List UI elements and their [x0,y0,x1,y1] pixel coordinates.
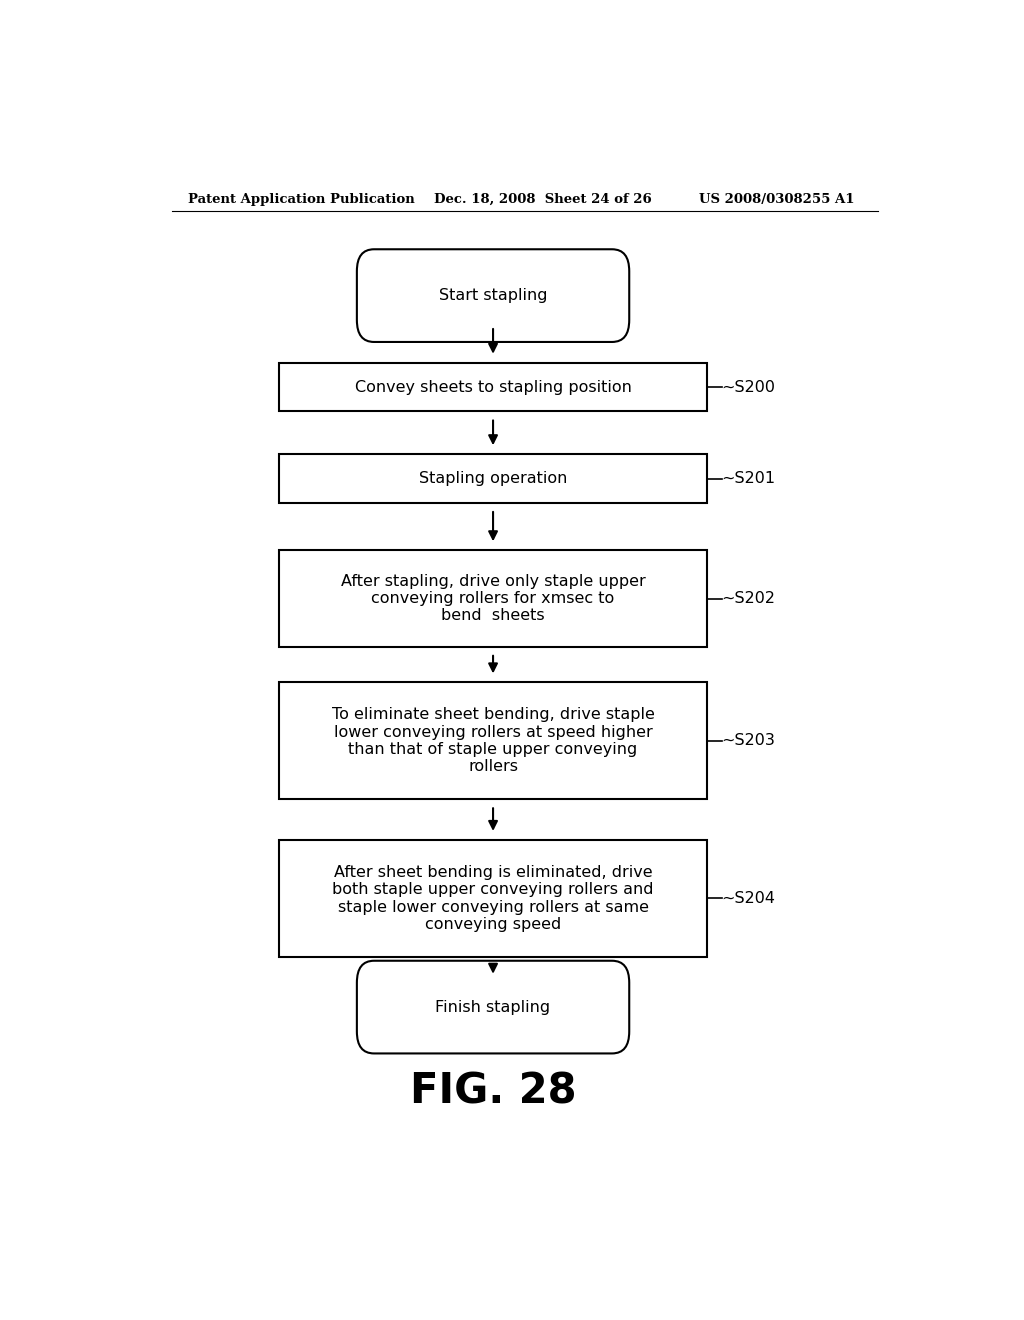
FancyBboxPatch shape [357,249,629,342]
Text: Patent Application Publication: Patent Application Publication [187,193,415,206]
Text: US 2008/0308255 A1: US 2008/0308255 A1 [699,193,855,206]
FancyBboxPatch shape [279,682,708,799]
Text: To eliminate sheet bending, drive staple
lower conveying rollers at speed higher: To eliminate sheet bending, drive staple… [332,708,654,775]
FancyBboxPatch shape [279,454,708,503]
Text: After stapling, drive only staple upper
conveying rollers for xmsec to
bend  she: After stapling, drive only staple upper … [341,574,645,623]
FancyBboxPatch shape [279,550,708,647]
Text: Stapling operation: Stapling operation [419,471,567,486]
Text: After sheet bending is eliminated, drive
both staple upper conveying rollers and: After sheet bending is eliminated, drive… [333,865,653,932]
Text: ~S200: ~S200 [722,380,775,395]
Text: Convey sheets to stapling position: Convey sheets to stapling position [354,380,632,395]
Text: ~S201: ~S201 [722,471,776,486]
Text: Start stapling: Start stapling [439,288,547,304]
Text: Finish stapling: Finish stapling [435,999,551,1015]
Text: FIG. 28: FIG. 28 [410,1071,577,1113]
FancyBboxPatch shape [279,840,708,957]
Text: Dec. 18, 2008  Sheet 24 of 26: Dec. 18, 2008 Sheet 24 of 26 [433,193,651,206]
Text: ~S202: ~S202 [722,591,775,606]
FancyBboxPatch shape [279,363,708,412]
Text: ~S204: ~S204 [722,891,775,906]
Text: ~S203: ~S203 [722,734,775,748]
FancyBboxPatch shape [357,961,629,1053]
